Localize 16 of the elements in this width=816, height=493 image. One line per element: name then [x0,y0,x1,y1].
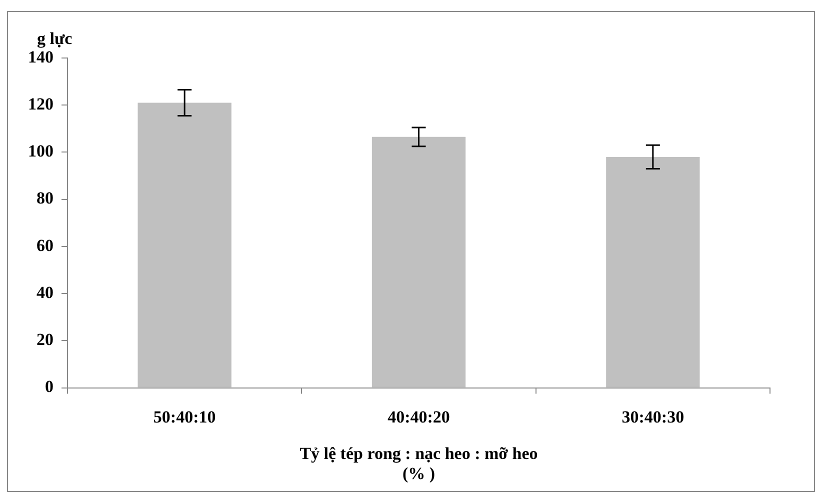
x-tick-label: 50:40:10 [153,407,216,426]
y-tick-label: 100 [28,142,54,161]
x-tick-label: 40:40:20 [388,407,450,426]
y-tick-label: 120 [28,94,54,114]
bar [606,156,700,388]
y-tick-label: 40 [36,282,54,302]
bar [138,102,232,388]
x-tick-label: 30:40:30 [622,407,684,426]
y-tick-label: 60 [36,236,54,255]
x-axis-title: Tỷ lệ tép rong : nạc heo : mỡ heo (% ) [300,444,538,484]
y-tick-label: 0 [45,377,54,396]
y-tick-label: 80 [36,188,54,208]
y-tick-label: 20 [36,330,54,350]
bar [372,136,466,388]
y-axis-title: g lực [37,29,73,48]
y-tick-label: 140 [28,47,54,66]
